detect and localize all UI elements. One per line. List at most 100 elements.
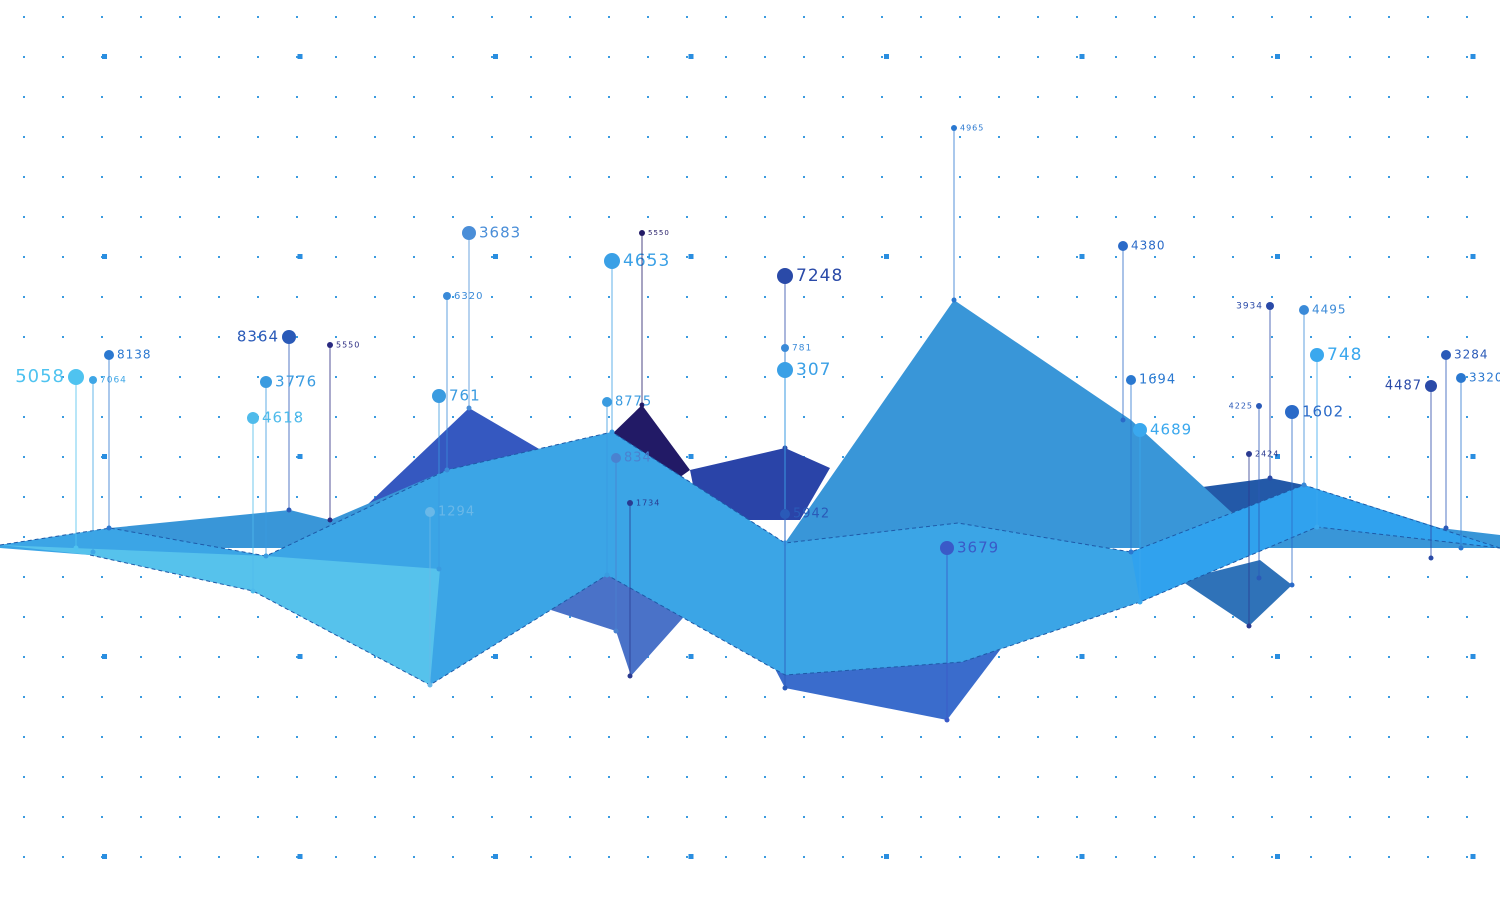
pin-label: 4689: [1150, 421, 1192, 439]
pin-dot: [940, 541, 954, 555]
pin-label: 3683: [479, 224, 521, 242]
pin-label: 4380: [1131, 239, 1166, 253]
pin-dot: [104, 350, 114, 360]
pin-label: 4495: [1312, 303, 1347, 317]
pin-dot: [604, 253, 620, 269]
pin-dot: [627, 500, 633, 506]
pin-base: [1289, 582, 1295, 588]
pin-base: [1137, 599, 1143, 605]
pin-label: 761: [449, 387, 481, 405]
pin-base: [73, 545, 79, 551]
pin-dot: [1310, 348, 1324, 362]
pin-dot: [639, 230, 645, 236]
pin-label: 3284: [1454, 348, 1489, 362]
pin-base: [427, 682, 433, 688]
pin-base: [627, 673, 633, 679]
pin-dot: [951, 125, 957, 131]
pin-dot: [777, 362, 793, 378]
pin-label: 4225: [1229, 402, 1253, 411]
pin-dot: [602, 397, 612, 407]
pin-label: 781: [792, 344, 812, 354]
pin-dot: [425, 507, 435, 517]
pin-dot: [1256, 403, 1262, 409]
pin-label: 4618: [262, 409, 304, 427]
pin-label: 5550: [648, 229, 670, 237]
pin-base: [327, 517, 333, 523]
pin-dot: [1456, 373, 1466, 383]
pin-base: [106, 525, 112, 531]
pin-label: 4965: [960, 124, 984, 133]
pin-label: 307: [796, 360, 831, 380]
pin-dot: [611, 453, 621, 463]
pin-dot: [432, 389, 446, 403]
pin-label: 7064: [100, 376, 127, 386]
pin-dot: [780, 509, 790, 519]
pin-base: [250, 588, 256, 594]
square-grid: [0, 0, 1500, 860]
pin-label: 5942: [793, 507, 830, 522]
pin-base: [951, 297, 957, 303]
pin-base: [639, 402, 645, 408]
pin-base: [1267, 475, 1273, 481]
pin-base: [286, 507, 292, 513]
pin-label: 1694: [1139, 373, 1176, 388]
pin-dot: [1285, 405, 1299, 419]
pin-base: [1301, 482, 1307, 488]
pin-label: 3776: [275, 373, 317, 391]
pin-label: 3679: [957, 539, 999, 557]
pin-label: 8138: [117, 348, 152, 362]
pin-label: 3320: [1469, 371, 1500, 385]
pin-label: 7248: [796, 266, 843, 286]
mesh: [0, 300, 1500, 720]
pin-base: [1443, 525, 1449, 531]
pin-dot: [89, 376, 97, 384]
pin-base: [1314, 524, 1320, 530]
pin-base: [944, 717, 950, 723]
pin-label: 4653: [623, 251, 670, 271]
pin-base: [604, 572, 610, 578]
pin-base: [466, 405, 472, 411]
pin-label: 4487: [1385, 379, 1422, 394]
pin-label: 8364: [237, 328, 279, 346]
pin-base: [1458, 545, 1464, 551]
pin-label: 834: [624, 451, 652, 466]
pin-label: 5550: [336, 341, 360, 350]
pin-base: [1246, 623, 1252, 629]
pin-dot: [260, 376, 272, 388]
pin-label: 1294: [438, 505, 475, 520]
pin-dot: [443, 292, 451, 300]
pin-base: [1428, 555, 1434, 561]
pin-dot: [1441, 350, 1451, 360]
pin-dot: [1126, 375, 1136, 385]
pin-label: 1602: [1302, 403, 1344, 421]
pin-base: [444, 467, 450, 473]
pin-label: 8775: [615, 395, 652, 410]
pin-base: [436, 566, 442, 572]
pin-base: [263, 553, 269, 559]
pin-dot: [1133, 423, 1147, 437]
pin-dot: [282, 330, 296, 344]
pin-label: 2424: [1255, 450, 1279, 459]
pin-base: [1128, 549, 1134, 555]
pin-dot: [1299, 305, 1309, 315]
pin-label: 748: [1327, 345, 1362, 365]
pin-label: 3934: [1236, 302, 1263, 312]
pin-dot: [1266, 302, 1274, 310]
pin-dot: [327, 342, 333, 348]
pin-dot: [777, 268, 793, 284]
pin-dot: [1425, 380, 1437, 392]
pin-base: [782, 685, 788, 691]
pin-base: [90, 549, 96, 555]
pin-base: [1120, 417, 1126, 423]
pin-label: 1734: [636, 499, 660, 508]
pin-dot: [1246, 451, 1252, 457]
pin-base: [613, 628, 619, 634]
pin-base: [1256, 575, 1262, 581]
pin-label: 5058: [15, 366, 65, 387]
pin-dot: [462, 226, 476, 240]
pin-dot: [781, 344, 789, 352]
pin-dot: [1118, 241, 1128, 251]
pin-label: 6320: [454, 291, 483, 302]
pin-dot: [247, 412, 259, 424]
